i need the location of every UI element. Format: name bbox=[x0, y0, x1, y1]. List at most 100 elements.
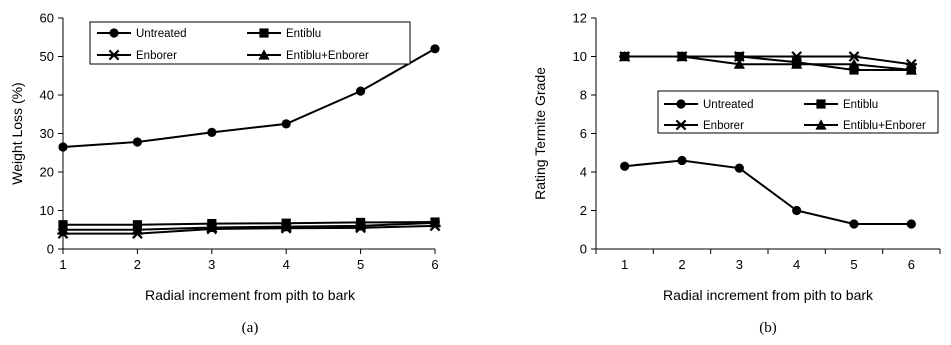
legend-marker bbox=[675, 119, 687, 131]
data-point bbox=[733, 58, 745, 69]
chart-panel-a: 0 10 20 30 40 50 60 1 2 3 4 5 6 Untreated Entiblu Enbor… bbox=[9, 11, 441, 336]
data-point bbox=[677, 155, 687, 166]
legend-label: Enborer bbox=[703, 120, 744, 132]
y-axis-title: Weight Loss (%) bbox=[9, 82, 25, 184]
legend-item: Untreated bbox=[664, 99, 754, 111]
data-point bbox=[356, 86, 366, 96]
series-line bbox=[63, 221, 436, 226]
x-axis-title: Radial increment from pith to bark bbox=[145, 287, 356, 303]
y-tick-label: 8 bbox=[580, 88, 587, 103]
y-tick-label: 60 bbox=[40, 11, 54, 26]
legend-marker bbox=[816, 99, 826, 109]
legend-item: Entiblu bbox=[804, 99, 878, 111]
x-tick-label: 4 bbox=[283, 257, 290, 272]
x-tick-label: 6 bbox=[908, 257, 915, 272]
legend-marker bbox=[815, 119, 827, 130]
data-point bbox=[281, 119, 291, 129]
series-untreated bbox=[58, 44, 440, 152]
series-line bbox=[62, 47, 436, 148]
data-point bbox=[734, 163, 744, 173]
data-point bbox=[620, 161, 630, 171]
y-tick-label: 50 bbox=[40, 49, 54, 64]
data-point bbox=[906, 219, 916, 229]
y-tick-label: 20 bbox=[40, 165, 54, 180]
legend-label: Entiblu+Enborer bbox=[286, 50, 369, 62]
legend-box bbox=[657, 90, 939, 134]
data-point bbox=[849, 219, 859, 229]
x-axis-title: Radial increment from pith to bark bbox=[663, 287, 874, 303]
x-tick-label: 2 bbox=[678, 257, 685, 272]
data-point bbox=[207, 127, 217, 137]
data-point bbox=[791, 51, 803, 62]
legend-label: Entiblu bbox=[286, 28, 321, 40]
y-tick-label: 0 bbox=[580, 242, 587, 257]
legend-label: Enborer bbox=[136, 50, 177, 62]
legend-item: Entiblu bbox=[247, 28, 321, 40]
data-point bbox=[905, 58, 917, 70]
series-entiblu-enborer bbox=[57, 217, 441, 235]
data-point bbox=[430, 44, 440, 54]
data-point bbox=[58, 142, 68, 152]
legend-box bbox=[89, 21, 411, 65]
data-point bbox=[849, 65, 859, 75]
legend-label: Untreated bbox=[136, 28, 187, 40]
data-point bbox=[280, 221, 292, 232]
x-tick-label: 5 bbox=[357, 257, 364, 272]
y-tick-label: 12 bbox=[573, 11, 587, 26]
legend-marker bbox=[676, 99, 686, 109]
data-point bbox=[791, 58, 803, 69]
data-point bbox=[355, 220, 367, 231]
data-point bbox=[131, 224, 143, 235]
panel-label: (b) bbox=[759, 320, 777, 336]
y-tick-label: 40 bbox=[40, 88, 54, 103]
x-tick-label: 3 bbox=[736, 257, 743, 272]
y-tick-label: 30 bbox=[40, 126, 54, 141]
y-tick-label: 4 bbox=[580, 165, 587, 180]
y-tick-label: 0 bbox=[47, 242, 54, 257]
panel-label: (a) bbox=[242, 320, 259, 336]
legend-label: Entiblu bbox=[843, 99, 878, 111]
series-line bbox=[63, 221, 436, 231]
legend-item: Untreated bbox=[97, 28, 187, 40]
y-axis-title: Rating Termite Grade bbox=[532, 67, 548, 200]
x-tick-label: 1 bbox=[621, 257, 628, 272]
legend-label: Untreated bbox=[703, 99, 754, 111]
legend-item: Entiblu+Enborer bbox=[804, 119, 926, 132]
legend-marker bbox=[109, 28, 119, 38]
x-tick-label: 6 bbox=[431, 257, 438, 272]
x-tick-label: 5 bbox=[850, 257, 857, 272]
legend-marker bbox=[259, 28, 269, 38]
x-tick-label: 4 bbox=[793, 257, 800, 272]
legend-marker bbox=[108, 49, 120, 61]
data-point bbox=[792, 205, 802, 216]
data-point bbox=[619, 50, 631, 62]
data-point bbox=[206, 221, 218, 233]
legend-item: Entiblu+Enborer bbox=[247, 49, 369, 62]
y-tick-label: 10 bbox=[40, 203, 54, 218]
data-point bbox=[905, 64, 917, 75]
series-line bbox=[624, 159, 912, 225]
data-point bbox=[132, 137, 142, 147]
y-tick-label: 6 bbox=[580, 126, 587, 141]
legend-item: Enborer bbox=[97, 49, 177, 62]
legend: Untreated Entiblu Enborer Entiblu+Enborer bbox=[89, 21, 411, 65]
data-point bbox=[429, 217, 441, 228]
legend-label: Entiblu+Enborer bbox=[843, 120, 926, 132]
x-tick-label: 1 bbox=[59, 257, 66, 272]
series-entiblu-enborer bbox=[619, 50, 917, 75]
series-untreated bbox=[620, 155, 916, 229]
legend: Untreated Entiblu Enborer Entiblu+Enborer bbox=[657, 90, 939, 134]
x-tick-label: 2 bbox=[134, 257, 141, 272]
series-line bbox=[624, 55, 912, 71]
legend-marker bbox=[258, 49, 270, 60]
data-point bbox=[848, 51, 860, 62]
y-tick-label: 10 bbox=[573, 49, 587, 64]
data-point bbox=[848, 58, 860, 69]
legend-item: Enborer bbox=[664, 119, 744, 132]
series-line bbox=[63, 224, 436, 235]
data-point bbox=[57, 224, 69, 235]
data-point bbox=[733, 51, 745, 62]
x-tick-label: 3 bbox=[208, 257, 215, 272]
